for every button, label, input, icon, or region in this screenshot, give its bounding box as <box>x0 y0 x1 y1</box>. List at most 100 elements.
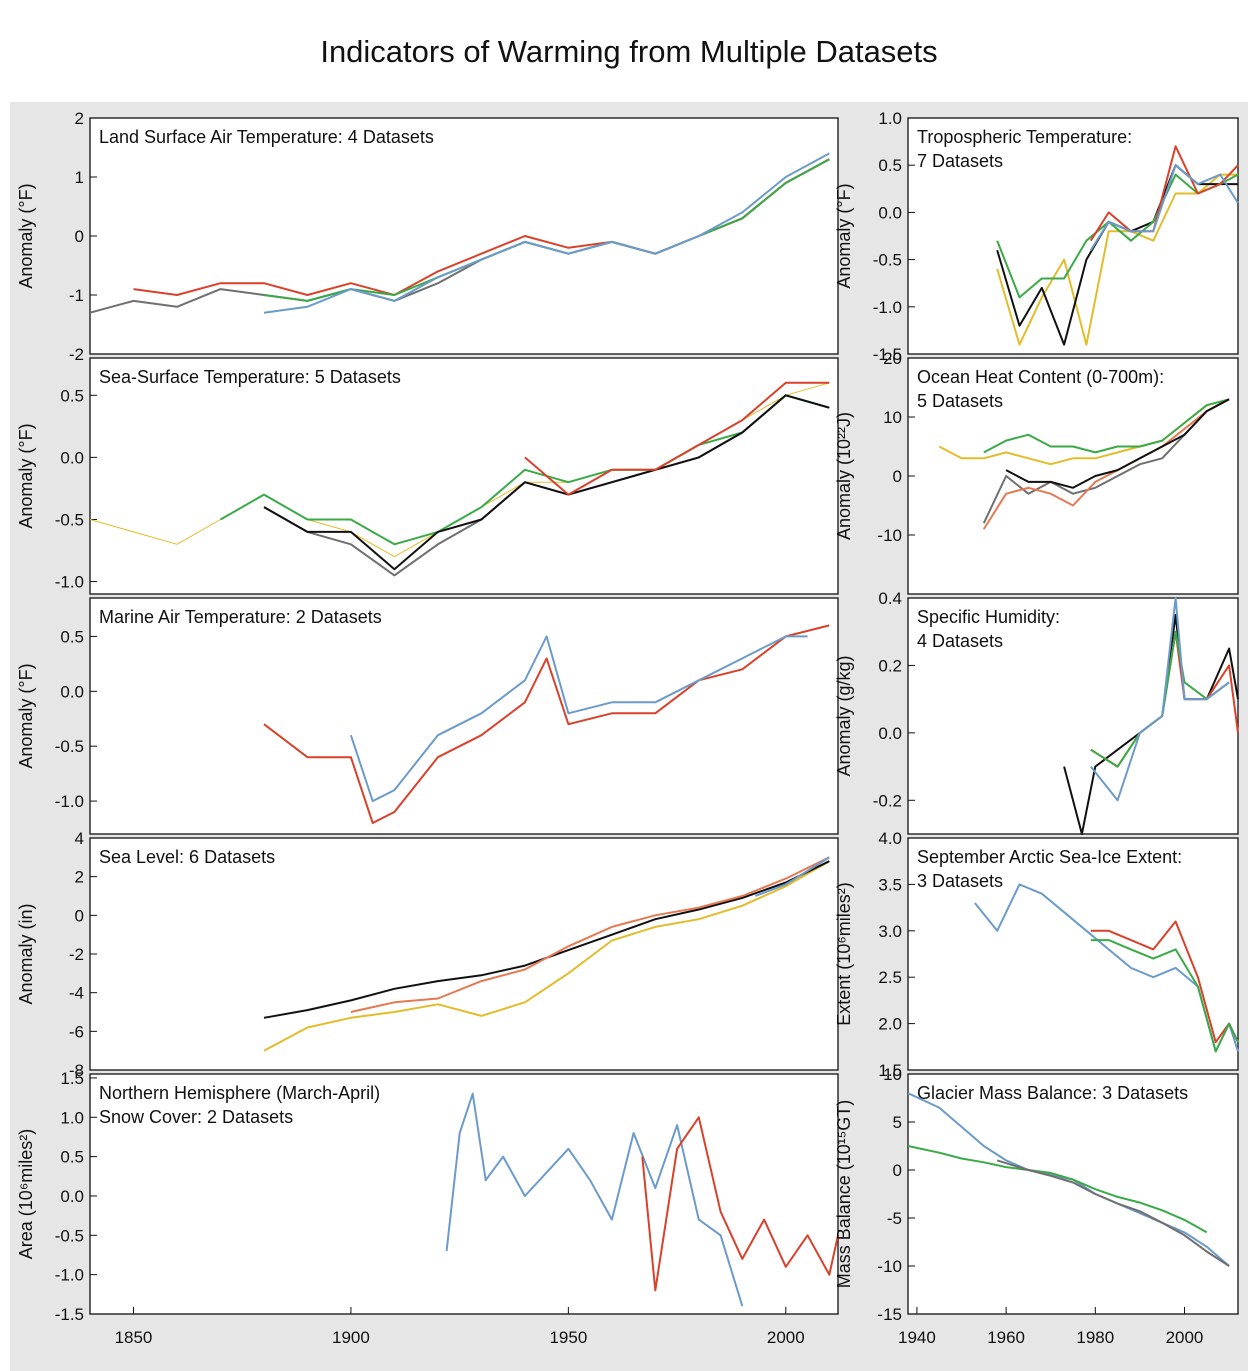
y-tick-label: 4.0 <box>878 829 902 848</box>
y-axis-label: Extent (10⁶miles²) <box>834 882 854 1025</box>
series-line-glacier-gray <box>996 1159 1230 1267</box>
panel-sst: -1.0 -0.5 0.0 0.5 Anomaly (°F) Sea-Surface Te… <box>16 357 839 595</box>
x-tick-label: 1980 <box>1076 1328 1114 1347</box>
y-tick-label: 0.5 <box>60 1148 84 1167</box>
panel-snow: -1.5 -1.0 -0.5 0.0 0.5 1.0 1.5 1850 1900 1950 2000… <box>16 1069 839 1347</box>
x-tick-label: 1960 <box>987 1328 1025 1347</box>
series-line-sst-black <box>263 394 830 571</box>
plot-area <box>907 1073 1239 1315</box>
y-tick-label: 1.0 <box>60 1108 84 1127</box>
y-tick-label: 4 <box>75 829 84 848</box>
series-line-ohc-black <box>1005 398 1230 489</box>
panel-tropo: -1.5 -1.0 -0.5 0.0 0.5 1.0 Anomaly (°F) Troposp… <box>834 109 1239 364</box>
panel-title: Ocean Heat Content (0-700m): <box>917 367 1164 387</box>
plot-area <box>907 357 1239 595</box>
panel-title-line2: 7 Datasets <box>917 151 1003 171</box>
y-tick-label: 0.0 <box>60 1187 84 1206</box>
series-line-sealevel-orange <box>350 856 830 1013</box>
y-axis-label: Anomaly (g/kg) <box>834 655 854 776</box>
y-tick-label: -0.5 <box>55 1226 84 1245</box>
series-line-mat-blue <box>349 635 808 803</box>
panel-title-line2: 5 Datasets <box>917 391 1003 411</box>
plot-area <box>907 597 1239 835</box>
panel-title: Sea-Surface Temperature: 5 Datasets <box>99 367 401 387</box>
panel-title-line2: Snow Cover: 2 Datasets <box>99 1107 293 1127</box>
y-tick-label: 0.0 <box>60 448 84 467</box>
y-tick-label: -10 <box>877 1257 902 1276</box>
plot-area <box>89 597 839 835</box>
y-tick-label: 0.0 <box>60 682 84 701</box>
y-tick-label: -15 <box>877 1305 902 1324</box>
panel-title: September Arctic Sea-Ice Extent: <box>917 847 1182 867</box>
series-line-sealevel-blue <box>755 856 830 897</box>
x-tick-label: 2000 <box>1166 1328 1204 1347</box>
y-tick-label: -4 <box>69 984 84 1003</box>
y-tick-label: 1 <box>75 168 84 187</box>
figure-title: Indicators of Warming from Multiple Data… <box>320 34 938 69</box>
series-line-seaice-green <box>1090 939 1239 1053</box>
y-axis-label: Anomaly (10²²J) <box>834 412 854 540</box>
y-tick-label: -0.5 <box>873 251 902 270</box>
plot-area <box>89 117 839 355</box>
y-tick-label: -1 <box>69 286 84 305</box>
panel-title: Marine Air Temperature: 2 Datasets <box>99 607 382 627</box>
y-tick-label: -5 <box>887 1209 902 1228</box>
y-tick-label: -0.2 <box>873 791 902 810</box>
panel-mat: -1.0 -0.5 0.0 0.5 Anomaly (°F) Marine Air Tem… <box>16 597 839 835</box>
y-tick-label: 5 <box>893 1113 902 1132</box>
panel-sealevel: -8 -6 -4 -2 0 2 4 Anomaly (in) Sea Level: 6 Data… <box>16 829 839 1080</box>
y-tick-label: -0.5 <box>55 737 84 756</box>
y-tick-label: -2 <box>69 345 84 364</box>
plot-area <box>89 837 839 1071</box>
y-tick-label: 0.5 <box>878 156 902 175</box>
series-line-glacier-green <box>907 1145 1208 1234</box>
panel-humidity: -0.2 0.0 0.2 0.4 Anomaly (g/kg) Specific Humi… <box>834 589 1239 835</box>
x-tick-label: 1900 <box>332 1328 370 1347</box>
series-line-ohc-orange <box>982 398 1230 530</box>
x-tick-label: 2000 <box>767 1328 805 1347</box>
plot-area <box>907 117 1239 355</box>
panel-title-line2: 3 Datasets <box>917 871 1003 891</box>
y-tick-label: -1.0 <box>873 298 902 317</box>
y-tick-label: 10 <box>883 408 902 427</box>
series-line-mat-red <box>263 624 830 824</box>
y-tick-label: 0 <box>893 1161 902 1180</box>
y-tick-label: -6 <box>69 1022 84 1041</box>
series-line-humidity-green <box>1090 630 1230 768</box>
y-tick-label: 0.5 <box>60 627 84 646</box>
panel-title: Land Surface Air Temperature: 4 Datasets <box>99 127 434 147</box>
y-tick-label: 2 <box>75 109 84 128</box>
y-axis-label: Mass Balance (10¹⁵GT) <box>834 1100 854 1289</box>
y-tick-label: 0 <box>893 467 902 486</box>
y-tick-label: 0.2 <box>878 656 902 675</box>
y-axis-label: Anomaly (°F) <box>834 183 854 288</box>
y-tick-label: 2.5 <box>878 968 902 987</box>
y-tick-label: -1.5 <box>55 1305 84 1324</box>
panel-ohc: -10 0 10 20 Anomaly (10²²J) Ocean Heat Conten… <box>834 349 1239 595</box>
series-line-snow-red <box>641 1116 839 1292</box>
y-tick-label: -1.0 <box>55 1266 84 1285</box>
series-line-tropo-blue <box>1089 164 1239 251</box>
series-line-snow-blue <box>445 1092 744 1307</box>
y-axis-label: Anomaly (°F) <box>16 423 36 528</box>
y-tick-label: -1.0 <box>55 792 84 811</box>
y-tick-label: 0.5 <box>60 386 84 405</box>
plot-area <box>89 357 839 595</box>
series-line-sst-green <box>220 394 830 546</box>
y-tick-label: 20 <box>883 349 902 368</box>
y-axis-label: Area (10⁶miles²) <box>16 1129 36 1259</box>
y-tick-label: 10 <box>883 1065 902 1084</box>
y-tick-label: 2.0 <box>878 1015 902 1034</box>
y-tick-label: -10 <box>877 526 902 545</box>
y-tick-label: -8 <box>69 1061 84 1080</box>
plot-area <box>89 1073 839 1315</box>
y-tick-label: 0 <box>75 906 84 925</box>
panel-title: Northern Hemisphere (March-April) <box>99 1083 380 1103</box>
panel-glacier: -15 -10 -5 0 5 10 1940 1960 1980 2000 Mass Balance… <box>834 1065 1239 1347</box>
y-tick-label: -1.5 <box>873 345 902 364</box>
y-tick-label: -2 <box>69 945 84 964</box>
series-line-ohc-green <box>983 398 1230 454</box>
y-tick-label: 3.0 <box>878 922 902 941</box>
series-line-land-blue <box>263 152 830 314</box>
series-line-humidity-blue <box>1090 597 1230 802</box>
